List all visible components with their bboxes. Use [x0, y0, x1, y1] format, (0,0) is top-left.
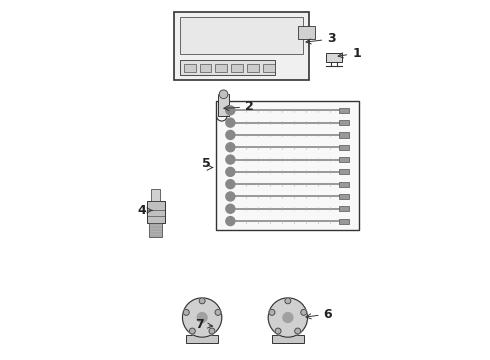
Bar [216, 64, 227, 72]
Text: 6: 6 [306, 307, 332, 320]
Bar [272, 335, 304, 343]
Text: 3: 3 [306, 32, 336, 45]
Circle shape [215, 310, 221, 315]
Circle shape [226, 204, 235, 213]
Bar [186, 335, 218, 343]
Circle shape [199, 298, 205, 304]
Bar [339, 181, 348, 187]
Circle shape [189, 328, 195, 334]
Circle shape [275, 328, 281, 334]
Bar [151, 189, 160, 202]
Bar [339, 206, 348, 211]
Bar [298, 26, 315, 39]
Circle shape [226, 217, 235, 226]
Bar [339, 169, 348, 175]
Circle shape [226, 130, 235, 139]
Circle shape [295, 328, 301, 334]
Circle shape [226, 118, 235, 127]
Bar [339, 194, 348, 199]
Bar [231, 64, 243, 72]
Text: 2: 2 [224, 100, 254, 113]
Bar [326, 53, 342, 63]
Text: 4: 4 [138, 204, 152, 217]
Bar [247, 64, 259, 72]
Circle shape [226, 180, 235, 189]
Bar [184, 64, 196, 72]
Circle shape [226, 167, 235, 176]
Text: 1: 1 [338, 47, 361, 60]
Bar [180, 17, 302, 54]
Bar [149, 223, 162, 237]
Bar [199, 64, 212, 72]
Circle shape [226, 192, 235, 201]
Circle shape [301, 310, 307, 315]
Bar [339, 108, 348, 113]
Circle shape [285, 298, 291, 304]
Bar [339, 219, 348, 224]
Circle shape [226, 106, 235, 115]
Bar [218, 94, 229, 116]
Circle shape [182, 298, 222, 337]
Text: 5: 5 [202, 157, 211, 171]
Bar [173, 12, 309, 80]
Bar [339, 145, 348, 150]
Circle shape [226, 155, 235, 164]
Bar [180, 60, 275, 75]
Circle shape [283, 312, 293, 323]
Circle shape [209, 328, 215, 334]
Bar [147, 202, 165, 223]
Bar [339, 120, 348, 125]
Bar [217, 102, 359, 230]
Bar [339, 157, 348, 162]
Circle shape [183, 310, 189, 315]
Bar [339, 132, 348, 138]
Circle shape [220, 90, 228, 99]
Circle shape [268, 298, 308, 337]
Circle shape [269, 310, 275, 315]
Circle shape [197, 312, 207, 323]
Text: 7: 7 [195, 318, 213, 331]
Circle shape [226, 143, 235, 152]
Bar [263, 64, 275, 72]
